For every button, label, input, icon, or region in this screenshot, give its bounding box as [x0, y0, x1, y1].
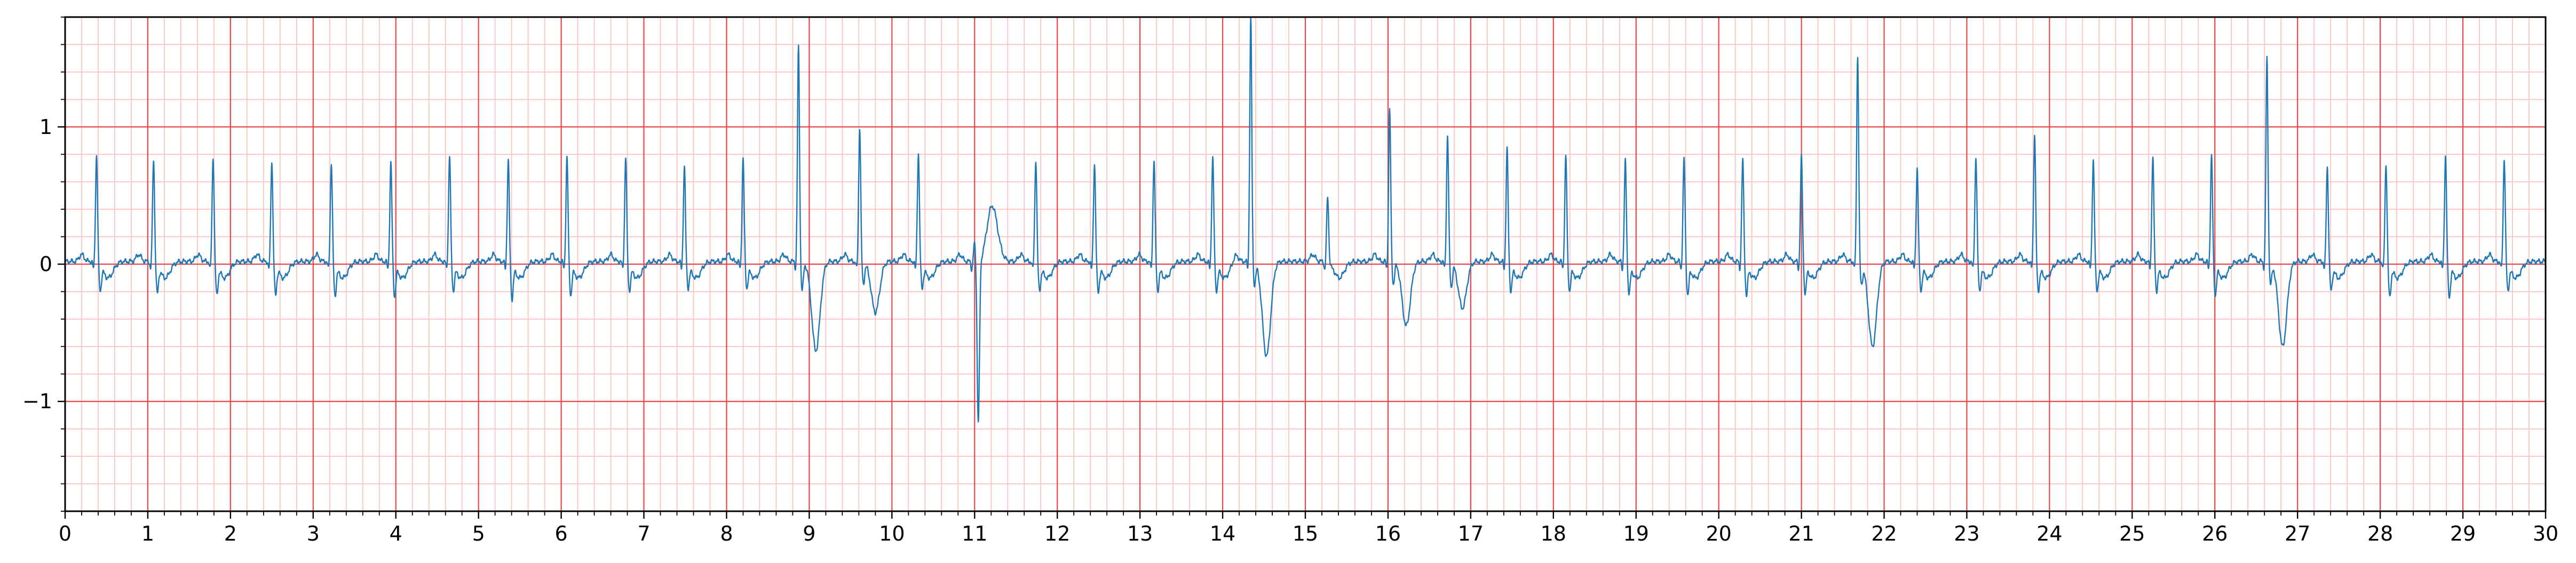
x-tick-label: 10	[879, 522, 905, 545]
ecg-signal-line	[64, 16, 2546, 423]
x-tick-label: 11	[962, 522, 987, 545]
y-tick-label: 1	[39, 115, 52, 139]
x-tick-label: 19	[1623, 522, 1649, 545]
x-tick-label: 29	[2450, 522, 2476, 545]
x-tick-label: 14	[1210, 522, 1235, 545]
x-tick-label: 12	[1044, 522, 1070, 545]
y-axis: −1 0 1	[22, 17, 65, 512]
x-tick-label: 9	[803, 522, 815, 545]
x-tick-label: 7	[637, 522, 650, 545]
x-tick-label: 22	[1871, 522, 1897, 545]
x-tick-label: 1	[141, 522, 154, 545]
x-axis: 0 1 2 3 4 5 6 7 8 9 10 11 12 13 14 15 16 17 18 19 20 21 22 23 24…	[59, 511, 2558, 545]
x-tick-label: 28	[2367, 522, 2393, 545]
x-tick-label: 25	[2119, 522, 2145, 545]
y-tick-label: −1	[22, 390, 52, 413]
x-tick-label: 13	[1127, 522, 1153, 545]
x-tick-label: 21	[1788, 522, 1814, 545]
x-tick-label: 23	[1954, 522, 1979, 545]
x-tick-label: 27	[2285, 522, 2310, 545]
x-tick-label: 0	[59, 522, 72, 545]
x-tick-label: 26	[2202, 522, 2228, 545]
x-tick-label: 16	[1375, 522, 1401, 545]
x-tick-label: 6	[555, 522, 568, 545]
x-tick-label: 24	[2036, 522, 2062, 545]
x-tick-label: 15	[1293, 522, 1318, 545]
x-tick-label: 5	[472, 522, 485, 545]
y-tick-label: 0	[39, 252, 52, 276]
x-tick-label: 17	[1458, 522, 1484, 545]
x-tick-label: 30	[2533, 522, 2558, 545]
x-tick-label: 18	[1541, 522, 1566, 545]
x-tick-label: 20	[1706, 522, 1731, 545]
x-tick-label: 4	[390, 522, 402, 545]
x-tick-label: 3	[307, 522, 320, 545]
x-tick-label: 8	[720, 522, 733, 545]
x-tick-label: 2	[224, 522, 237, 545]
